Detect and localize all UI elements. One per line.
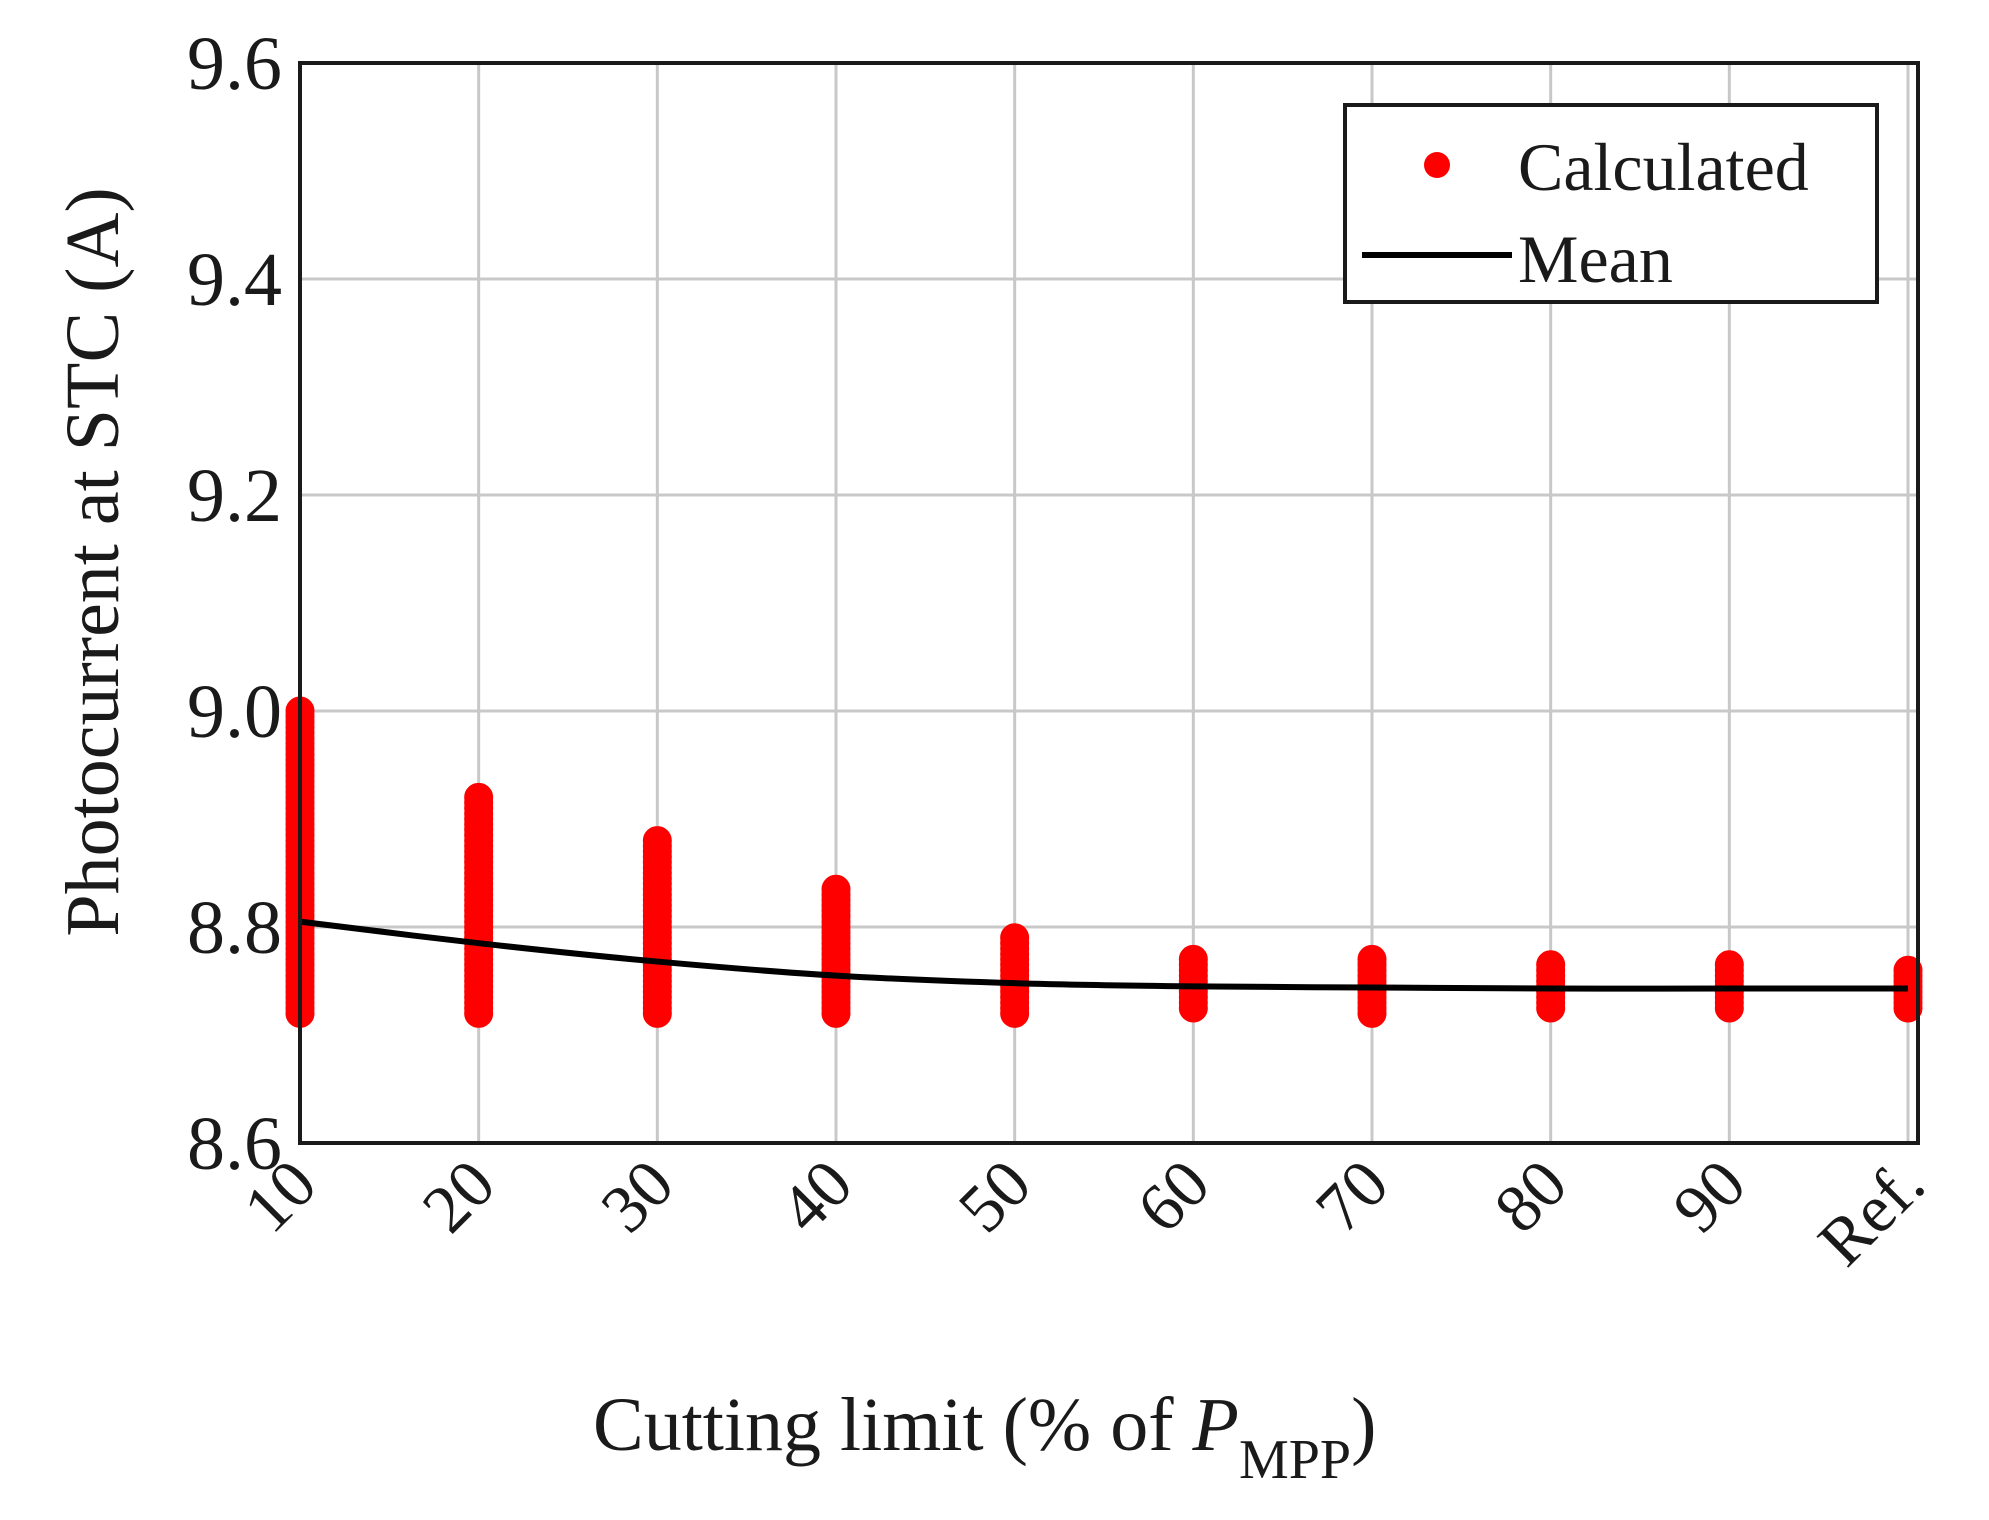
y-tick-label: 9.2 (187, 454, 282, 538)
calculated-point (1178, 944, 1208, 974)
calculated-point (464, 782, 494, 812)
y-tick-label: 9.6 (187, 22, 282, 106)
legend-mean-label: Mean (1518, 221, 1673, 297)
calculated-point (1000, 923, 1030, 953)
calculated-points-30 (642, 826, 672, 1028)
calculated-point (1893, 955, 1923, 985)
calculated-points-50 (1000, 923, 1030, 1028)
calculated-point (1536, 950, 1566, 980)
calculated-point (1714, 950, 1744, 980)
x-tick-label: 60 (1122, 1145, 1224, 1247)
x-axis-title-close: ) (1351, 1383, 1376, 1467)
legend: Calculated Mean (1343, 103, 1879, 304)
x-tick-label: 70 (1301, 1145, 1403, 1247)
x-axis-title-main: Cutting limit (% of (593, 1383, 1193, 1467)
plot-frame (298, 61, 1920, 1145)
calculated-points-20 (464, 782, 494, 1028)
x-axis-title-italic: P (1192, 1383, 1239, 1467)
y-tick-labels: 8.6 8.8 9.0 9.2 9.4 9.6 (187, 22, 282, 1186)
calculated-point (642, 826, 672, 856)
legend-calculated-label: Calculated (1518, 129, 1809, 205)
y-tick-label: 8.8 (187, 886, 282, 970)
x-tick-label: Ref. (1803, 1145, 1938, 1280)
x-tick-label: 40 (765, 1145, 867, 1247)
x-tick-label: 20 (407, 1145, 509, 1247)
y-axis-title: Photocurrent at STC (A) (51, 187, 135, 936)
calculated-points-Ref. (1893, 955, 1923, 1023)
legend-box (1343, 103, 1879, 304)
x-tick-labels: 10 20 30 40 50 60 70 80 90 Ref. (229, 1145, 1939, 1280)
x-tick-label: 50 (943, 1145, 1045, 1247)
x-tick-label: 90 (1658, 1145, 1760, 1247)
calculated-point (1357, 944, 1387, 974)
x-tick-label: 30 (586, 1145, 688, 1247)
calculated-points-40 (821, 874, 851, 1028)
y-tick-label: 9.0 (187, 670, 282, 754)
mean-line (299, 918, 1908, 992)
y-tick-label: 8.6 (187, 1102, 282, 1186)
x-axis-title-subscript: MPP (1239, 1429, 1351, 1491)
calculated-point (821, 874, 851, 904)
x-tick-label: 80 (1479, 1145, 1581, 1247)
calculated-series (285, 696, 1923, 1028)
x-axis-title: Cutting limit (% of PMPP) (593, 1383, 1376, 1491)
legend-calculated-marker (1424, 152, 1450, 178)
calculated-points-60 (1178, 944, 1208, 1023)
y-tick-label: 9.4 (187, 238, 282, 322)
